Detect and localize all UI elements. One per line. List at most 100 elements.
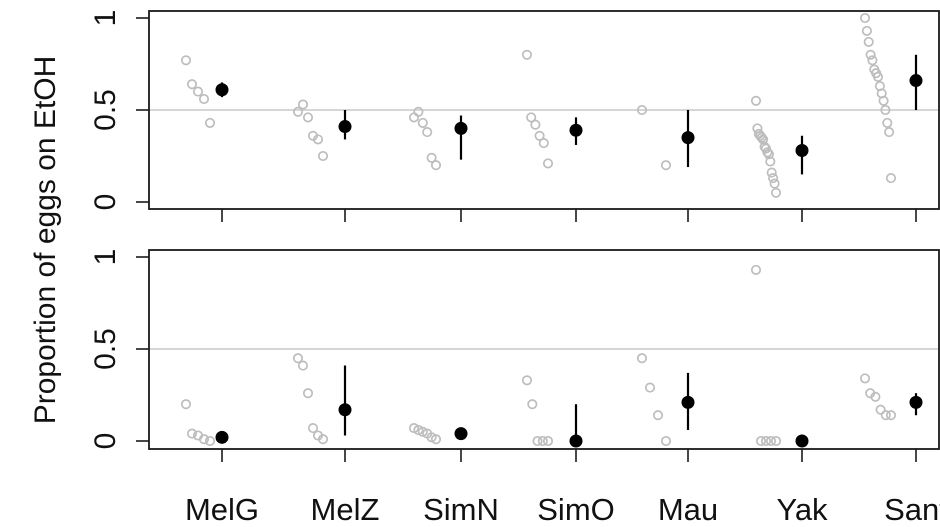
raw-point [537,435,548,447]
y-tick-label: 0.5 [89,89,122,131]
raw-point [422,127,433,138]
raw-point [186,79,198,90]
mean-point [681,131,695,145]
mean-point [681,395,695,409]
raw-point [430,434,442,445]
raw-point [521,375,533,386]
mean-point [795,143,809,157]
raw-point [307,423,319,434]
raw-point [198,93,210,105]
raw-point [532,435,543,447]
raw-point [426,152,437,163]
mean-point [454,427,468,441]
raw-point [636,353,648,364]
raw-point [760,435,772,447]
panel-1: 00.51 [89,10,940,222]
x-tick-label: Yak [776,492,828,527]
raw-point [534,130,545,141]
raw-point [652,410,664,421]
mean-point [909,74,923,88]
raw-point [192,86,204,97]
raw-point [769,178,780,189]
mean-point [909,395,923,409]
x-axis-tick-labels: MelG MelZ SimN SimO Mau Yak Sant [185,492,940,527]
raw-point [750,264,762,275]
raw-point [186,428,198,439]
raw-point [762,147,773,158]
raw-point [538,138,549,149]
mean-point [338,120,352,134]
raw-point [885,410,897,421]
raw-point [766,167,777,178]
y-tick-label: 1 [89,10,122,27]
raw-point [317,434,329,445]
y-tick-label: 0.5 [89,328,122,370]
x-tick-label: SimO [537,492,615,527]
raw-point [180,399,192,410]
raw-point [765,435,777,447]
raw-point [880,410,891,421]
mean-point [795,434,809,448]
raw-point [302,112,314,123]
raw-point [859,373,871,384]
raw-point [204,435,216,447]
mean-point [454,121,468,135]
raw-point [530,119,541,130]
raw-point [660,435,672,447]
x-tick-label: MelG [185,492,259,527]
raw-point [765,156,776,167]
raw-point [763,149,774,160]
raw-point [521,49,533,60]
raw-point [755,435,767,447]
raw-point [768,173,779,184]
raw-point [297,99,309,110]
mean-point [215,430,229,444]
raw-point [413,106,424,117]
raw-point [302,388,314,399]
raw-point [770,187,782,198]
raw-point [872,71,884,82]
raw-point [770,435,782,447]
raw-point [880,104,891,116]
raw-point [878,95,889,106]
raw-point [317,150,329,162]
raw-point [882,117,893,128]
x-tick-label: Sant [884,492,940,527]
mean-point [215,83,229,97]
raw-point [198,434,210,445]
raw-point [863,36,874,47]
raw-point [859,12,871,24]
raw-point [297,360,309,371]
raw-point [756,132,767,143]
mean-point [569,434,583,448]
y-tick-label: 0 [89,194,122,211]
raw-point [204,117,216,128]
raw-point [884,127,895,138]
x-tick-label: MelZ [311,492,380,527]
raw-point [292,353,304,364]
raw-point [867,55,878,66]
raw-point [292,106,304,117]
raw-point [885,173,897,184]
raw-point [660,160,672,171]
raw-point [636,104,648,116]
raw-point [527,399,538,410]
raw-point [312,134,324,145]
raw-point [759,141,770,152]
panel-2: 00.51 [89,249,940,462]
raw-point [861,25,872,36]
raw-point [408,112,420,123]
raw-point [542,158,554,169]
raw-point [644,382,656,393]
raw-point [542,435,554,447]
raw-point [417,117,428,128]
raw-point [870,391,881,402]
raw-point [865,49,876,60]
raw-point [430,160,442,171]
mean-point [569,123,583,137]
raw-point [526,112,537,123]
y-tick-label: 1 [89,249,122,266]
x-tick-label: Mau [658,492,718,527]
